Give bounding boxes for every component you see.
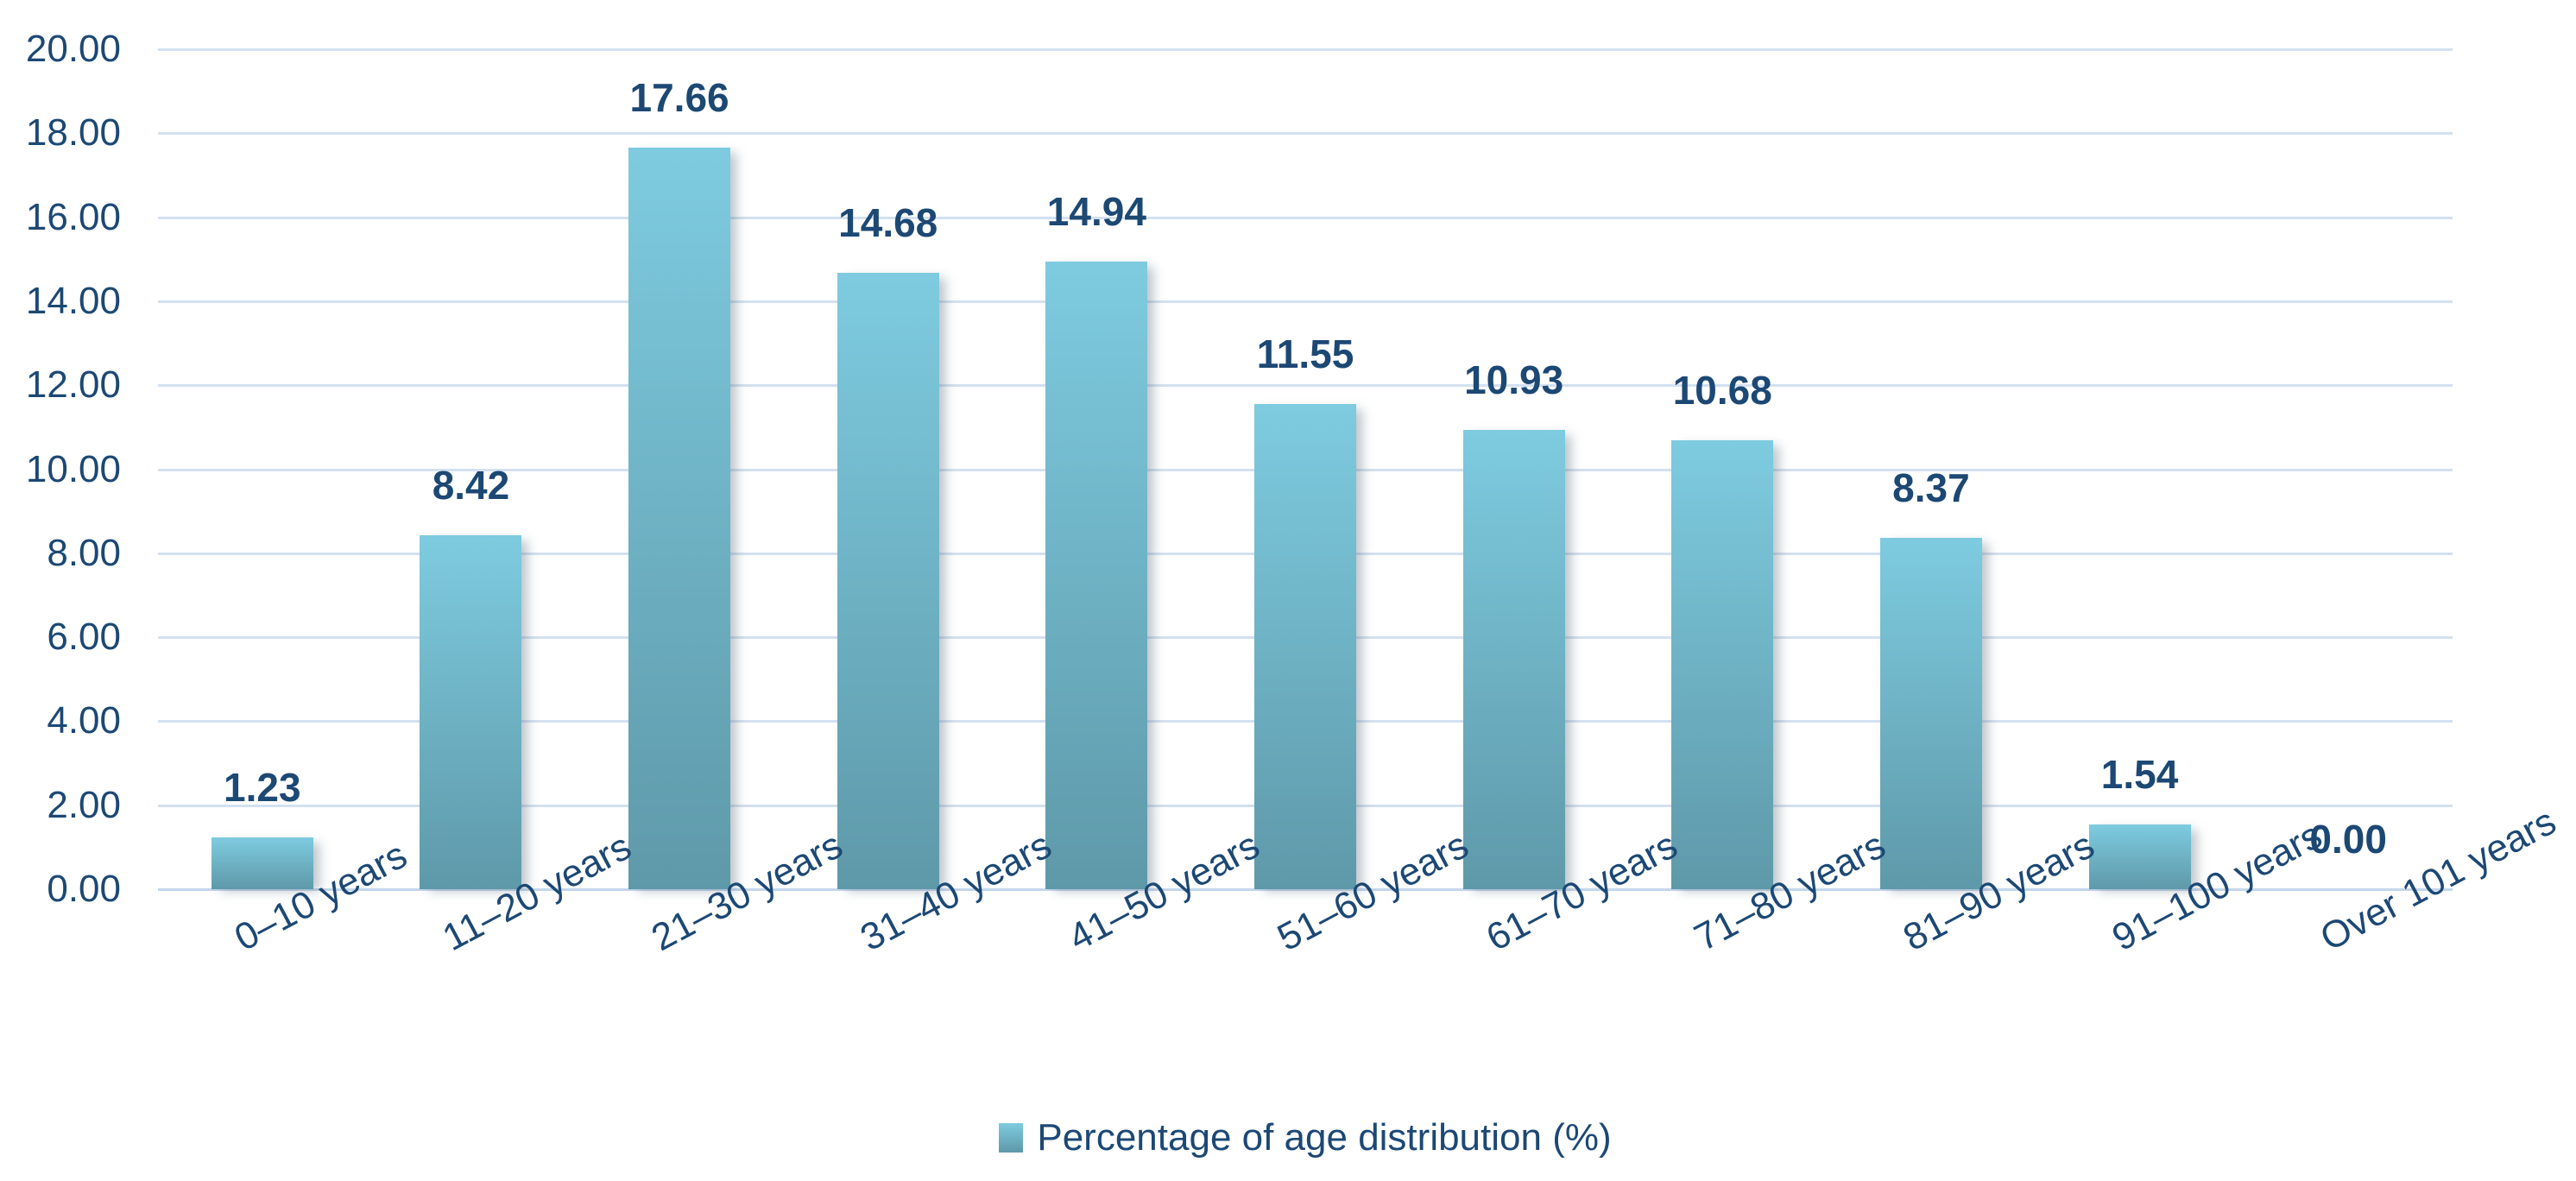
bar-value-label: 10.68	[1672, 368, 1772, 414]
bar-value-label: 14.94	[1046, 189, 1146, 235]
y-axis-tick-label: 14.00	[25, 279, 121, 322]
bar	[211, 837, 313, 889]
bar	[2088, 824, 2191, 889]
bar-value-label: 17.66	[629, 74, 729, 120]
y-axis-tick-label: 12.00	[25, 363, 121, 407]
gridline	[158, 48, 2453, 51]
gridline	[158, 384, 2453, 388]
bar-value-label: 11.55	[1256, 332, 1354, 377]
bar	[628, 147, 731, 889]
y-axis-tick-label: 18.00	[25, 111, 121, 155]
gridline	[158, 300, 2453, 303]
y-axis-tick-label: 4.00	[47, 699, 121, 742]
y-axis-tick-label: 6.00	[47, 616, 121, 659]
legend-marker-icon	[999, 1123, 1024, 1153]
bar-value-label: 1.54	[2100, 752, 2179, 798]
legend-label: Percentage of age distribution (%)	[1037, 1116, 1612, 1159]
bar-value-label: 0.00	[2309, 817, 2387, 862]
gridline	[158, 132, 2453, 136]
y-axis-tick-label: 8.00	[47, 531, 121, 574]
gridline	[158, 216, 2453, 219]
y-axis-tick-label: 0.00	[47, 868, 121, 910]
bar	[1671, 440, 1774, 889]
legend: Percentage of age distribution (%)	[158, 1110, 2453, 1165]
bar-value-label: 14.68	[838, 199, 938, 245]
bar	[837, 272, 939, 889]
y-axis-tick-label: 2.00	[47, 783, 121, 826]
bar-value-label: 8.42	[432, 463, 510, 508]
bar-value-label: 8.37	[1892, 464, 1970, 510]
y-axis-tick-label: 10.00	[25, 447, 121, 490]
x-axis-line	[158, 888, 2453, 891]
bar	[420, 535, 522, 889]
y-axis-tick-label: 20.00	[25, 28, 121, 70]
bar	[1045, 262, 1148, 889]
y-axis-tick-label: 16.00	[25, 195, 121, 238]
bar	[1462, 430, 1565, 889]
bar-value-label: 10.93	[1464, 357, 1564, 403]
bar	[1879, 537, 1982, 889]
bar	[1254, 404, 1356, 889]
bar-value-label: 1.23	[224, 765, 301, 811]
